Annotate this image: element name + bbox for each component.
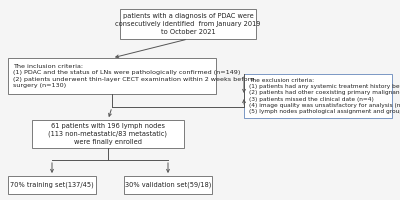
Text: 30% validation set(59/18): 30% validation set(59/18) <box>125 182 211 188</box>
Text: The exclusion criteria:
(1) patients had any systemic treatment history before s: The exclusion criteria: (1) patients had… <box>249 77 400 114</box>
Text: 61 patients with 196 lymph nodes
(113 non-metastatic/83 metastatic)
were finally: 61 patients with 196 lymph nodes (113 no… <box>48 123 168 145</box>
FancyBboxPatch shape <box>8 58 216 94</box>
FancyBboxPatch shape <box>244 74 392 118</box>
Text: The inclusion criteria:
(1) PDAC and the status of LNs were pathologically confi: The inclusion criteria: (1) PDAC and the… <box>13 64 254 88</box>
FancyBboxPatch shape <box>32 120 184 148</box>
FancyBboxPatch shape <box>124 176 212 194</box>
Text: patients with a diagnosis of PDAC were
consecutively identified  from January 20: patients with a diagnosis of PDAC were c… <box>115 13 261 35</box>
FancyBboxPatch shape <box>120 9 256 39</box>
FancyBboxPatch shape <box>8 176 96 194</box>
Text: 70% training set(137/45): 70% training set(137/45) <box>10 182 94 188</box>
